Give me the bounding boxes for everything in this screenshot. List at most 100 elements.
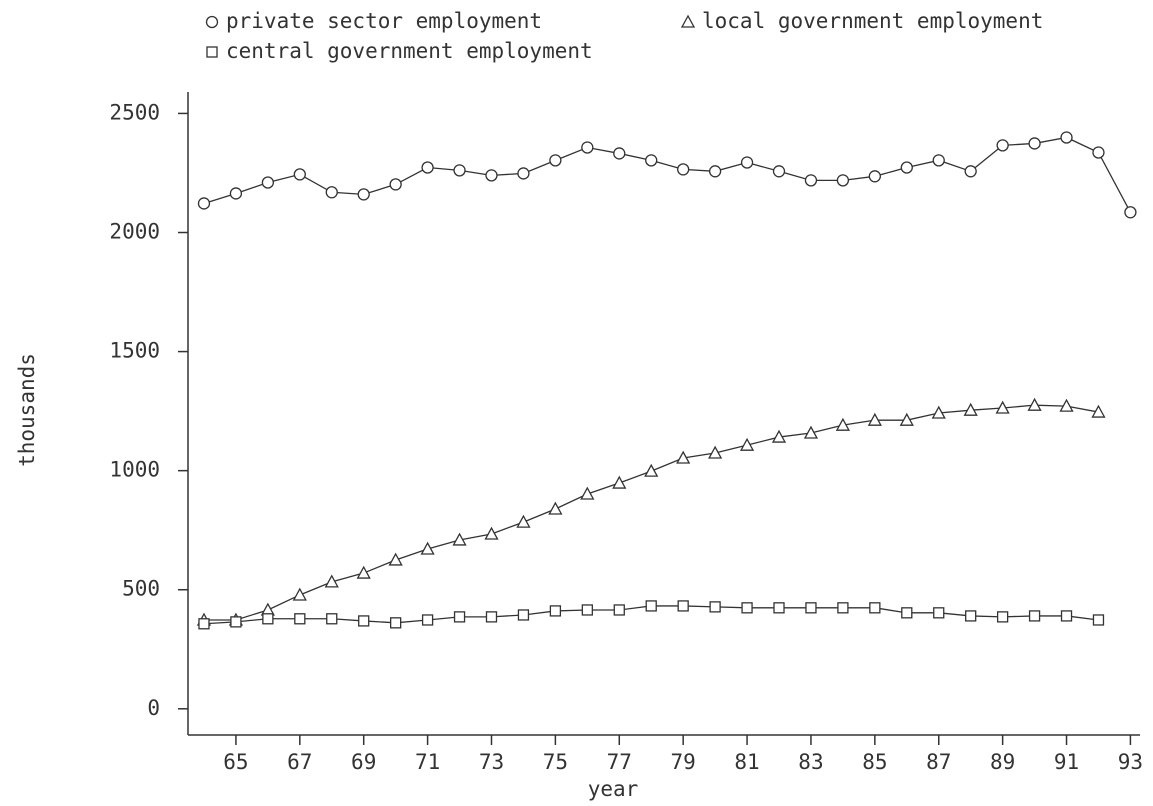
marker [805, 602, 817, 614]
x-tick-label: 73 [479, 750, 504, 774]
series-line [203, 404, 1099, 621]
marker [708, 165, 722, 178]
y-tick-label: 0 [147, 696, 160, 720]
marker [292, 587, 307, 601]
marker [421, 161, 434, 174]
marker [357, 188, 370, 201]
marker [293, 168, 306, 181]
legend-label: central government employment [226, 39, 593, 63]
marker [453, 611, 466, 623]
marker [835, 417, 850, 431]
marker [773, 602, 785, 614]
marker [517, 609, 530, 621]
legend-marker [205, 15, 219, 29]
x-tick-label: 91 [1054, 750, 1079, 774]
marker [325, 186, 338, 199]
y-tick-label: 2500 [109, 100, 160, 124]
marker [453, 164, 466, 177]
marker [261, 176, 275, 189]
marker [901, 607, 913, 619]
marker [516, 514, 531, 528]
legend-marker [680, 14, 696, 28]
y-tick-label: 500 [122, 577, 160, 601]
marker [1091, 404, 1106, 418]
marker [645, 154, 658, 167]
marker [1092, 146, 1105, 159]
marker [899, 412, 914, 426]
x-tick-label: 77 [607, 750, 632, 774]
marker [1092, 614, 1105, 626]
marker [326, 613, 338, 625]
marker [931, 405, 946, 419]
marker [613, 147, 626, 160]
marker [996, 139, 1009, 152]
marker [1124, 206, 1137, 219]
x-tick-label: 83 [798, 750, 823, 774]
marker [612, 475, 627, 489]
marker [868, 170, 881, 183]
marker [452, 532, 467, 546]
x-tick-label: 85 [862, 750, 887, 774]
x-tick-label: 69 [351, 750, 376, 774]
marker [420, 541, 435, 555]
marker [772, 165, 786, 178]
marker [484, 526, 499, 540]
marker [548, 501, 563, 515]
marker [549, 154, 562, 167]
marker [1060, 610, 1073, 622]
marker [485, 169, 498, 182]
x-tick-label: 79 [671, 750, 696, 774]
marker [581, 604, 593, 616]
marker [613, 604, 625, 616]
marker [900, 161, 913, 174]
marker [676, 450, 691, 464]
legend-label: private sector employment [226, 9, 542, 33]
marker [836, 174, 850, 187]
marker [933, 607, 945, 619]
marker [198, 618, 210, 630]
marker [932, 154, 945, 167]
marker [1059, 398, 1074, 412]
marker [421, 614, 434, 626]
marker [389, 178, 402, 191]
marker [965, 610, 977, 622]
marker [1028, 610, 1041, 622]
marker [229, 187, 243, 200]
marker [741, 602, 753, 614]
marker [869, 602, 881, 614]
marker [262, 613, 274, 625]
marker [324, 574, 339, 588]
series-line [203, 136, 1131, 213]
marker [1028, 137, 1041, 150]
marker [867, 412, 882, 426]
marker [1027, 397, 1042, 411]
marker [996, 611, 1009, 623]
marker [803, 425, 819, 439]
y-tick-label: 1000 [109, 458, 160, 482]
marker [708, 445, 723, 459]
marker [677, 600, 689, 612]
x-tick-label: 81 [734, 750, 759, 774]
x-tick-label: 65 [223, 750, 248, 774]
marker [517, 167, 530, 180]
marker [197, 197, 211, 210]
marker [804, 174, 818, 187]
x-tick-label: 71 [415, 750, 440, 774]
marker [995, 400, 1010, 414]
marker [230, 616, 242, 628]
legend-marker [206, 46, 218, 58]
x-tick-label: 87 [926, 750, 951, 774]
y-tick-label: 2000 [109, 220, 160, 244]
legend-label: local government employment [702, 9, 1043, 33]
x-tick-label: 93 [1118, 750, 1143, 774]
marker [358, 615, 370, 627]
marker [485, 611, 498, 623]
x-tick-label: 75 [543, 750, 568, 774]
x-tick-label: 67 [287, 750, 312, 774]
marker [1060, 131, 1073, 144]
marker [390, 617, 402, 629]
marker [294, 613, 306, 625]
x-tick-label: 89 [990, 750, 1015, 774]
